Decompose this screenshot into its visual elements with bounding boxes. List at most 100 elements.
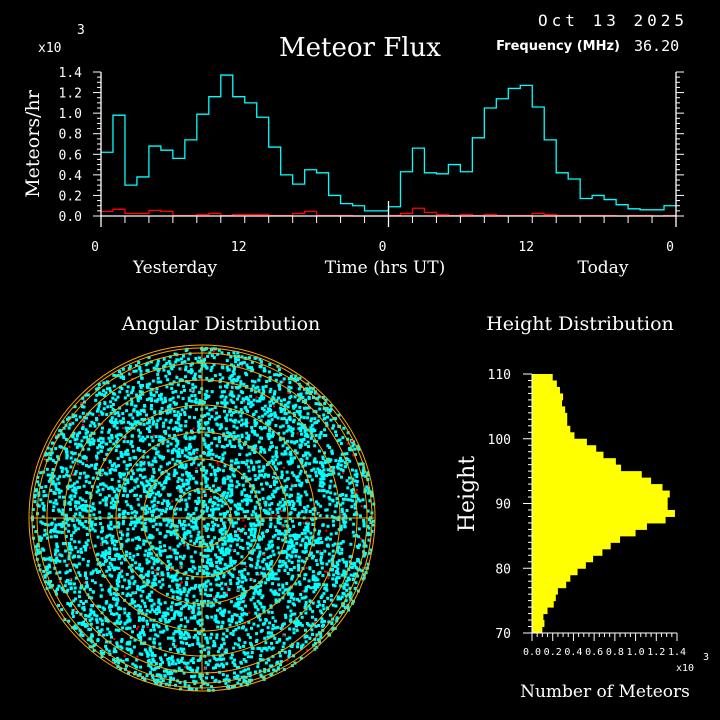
angular-point: [369, 548, 373, 552]
angular-point: [101, 552, 105, 556]
angular-point: [210, 685, 214, 689]
angular-point: [313, 576, 317, 580]
angular-point: [155, 387, 159, 390]
angular-point: [205, 506, 209, 510]
angular-point: [227, 352, 231, 355]
angular-point: [201, 401, 205, 405]
angular-point: [239, 408, 243, 412]
angular-point: [144, 526, 148, 530]
angular-point: [179, 428, 183, 432]
angular-point: [53, 517, 57, 521]
angular-point: [354, 453, 357, 457]
angular-point: [235, 485, 239, 489]
angular-point: [115, 612, 119, 616]
angular-point: [271, 535, 275, 539]
angular-point: [130, 520, 134, 524]
angular-point-red: [325, 570, 328, 573]
angular-point: [343, 582, 347, 586]
angular-point: [255, 500, 259, 504]
angular-point-red: [72, 473, 75, 476]
angular-point: [277, 551, 281, 555]
angular-point: [234, 458, 238, 462]
angular-point: [143, 678, 147, 682]
angular-point: [225, 662, 229, 666]
angular-point-red: [318, 512, 321, 515]
angular-point: [213, 571, 217, 575]
angular-point: [303, 577, 306, 581]
angular-point: [328, 497, 332, 501]
angular-point: [128, 640, 132, 644]
angular-point: [257, 388, 261, 392]
angular-point-red: [352, 454, 355, 457]
angular-point: [207, 514, 211, 517]
angular-point: [164, 431, 168, 435]
angular-point: [226, 382, 230, 386]
angular-point: [210, 428, 214, 432]
angular-point: [169, 525, 173, 529]
angular-point: [284, 550, 288, 554]
angular-point: [297, 411, 301, 415]
angular-point: [58, 475, 62, 479]
angular-point: [215, 636, 219, 640]
angular-point: [233, 671, 236, 675]
angular-point: [252, 465, 256, 469]
angular-point: [107, 494, 111, 498]
angular-point: [134, 536, 138, 540]
angular-point: [221, 401, 225, 405]
angular-plot: [28, 344, 376, 692]
angular-point: [195, 572, 199, 576]
angular-point: [113, 587, 117, 591]
angular-point: [320, 617, 324, 621]
angular-point: [98, 501, 102, 505]
angular-point: [90, 463, 94, 467]
angular-point: [152, 562, 156, 566]
angular-point: [245, 502, 249, 506]
angular-point: [276, 416, 280, 420]
angular-point: [367, 532, 371, 536]
angular-point: [130, 402, 134, 406]
angular-point: [341, 436, 345, 440]
angular-point: [308, 636, 312, 640]
angular-point: [159, 602, 163, 606]
angular-point: [297, 479, 301, 483]
angular-point: [229, 418, 233, 422]
angular-point: [237, 410, 241, 414]
angular-point-red: [225, 591, 228, 594]
angular-point: [357, 446, 361, 450]
angular-point: [183, 682, 187, 686]
angular-point: [121, 585, 125, 589]
angular-point: [101, 622, 104, 626]
angular-point: [276, 660, 280, 664]
angular-point: [167, 502, 171, 506]
angular-point: [216, 650, 220, 654]
angular-point: [272, 480, 276, 484]
angular-point: [178, 680, 182, 684]
angular-point: [339, 503, 343, 507]
angular-point: [159, 553, 163, 557]
angular-point: [108, 552, 111, 555]
angular-point: [297, 387, 301, 391]
angular-point: [166, 657, 170, 661]
angular-point: [329, 491, 333, 495]
angular-point: [222, 657, 226, 661]
angular-point: [133, 510, 137, 514]
angular-point: [167, 660, 171, 664]
angular-point: [231, 419, 235, 423]
angular-point: [139, 396, 143, 400]
angular-point: [190, 586, 194, 590]
angular-point: [257, 538, 261, 542]
angular-point: [121, 533, 124, 537]
angular-point: [155, 608, 158, 612]
angular-point: [140, 515, 143, 519]
angular-point: [118, 370, 122, 374]
angular-point: [321, 474, 325, 478]
angular-point: [115, 493, 119, 497]
angular-point: [223, 451, 227, 455]
angular-point: [289, 386, 293, 390]
angular-point: [204, 580, 208, 584]
angular-point: [218, 607, 222, 611]
angular-point: [326, 415, 329, 419]
angular-point: [151, 546, 155, 550]
angular-point: [105, 633, 109, 637]
angular-point: [206, 546, 210, 550]
